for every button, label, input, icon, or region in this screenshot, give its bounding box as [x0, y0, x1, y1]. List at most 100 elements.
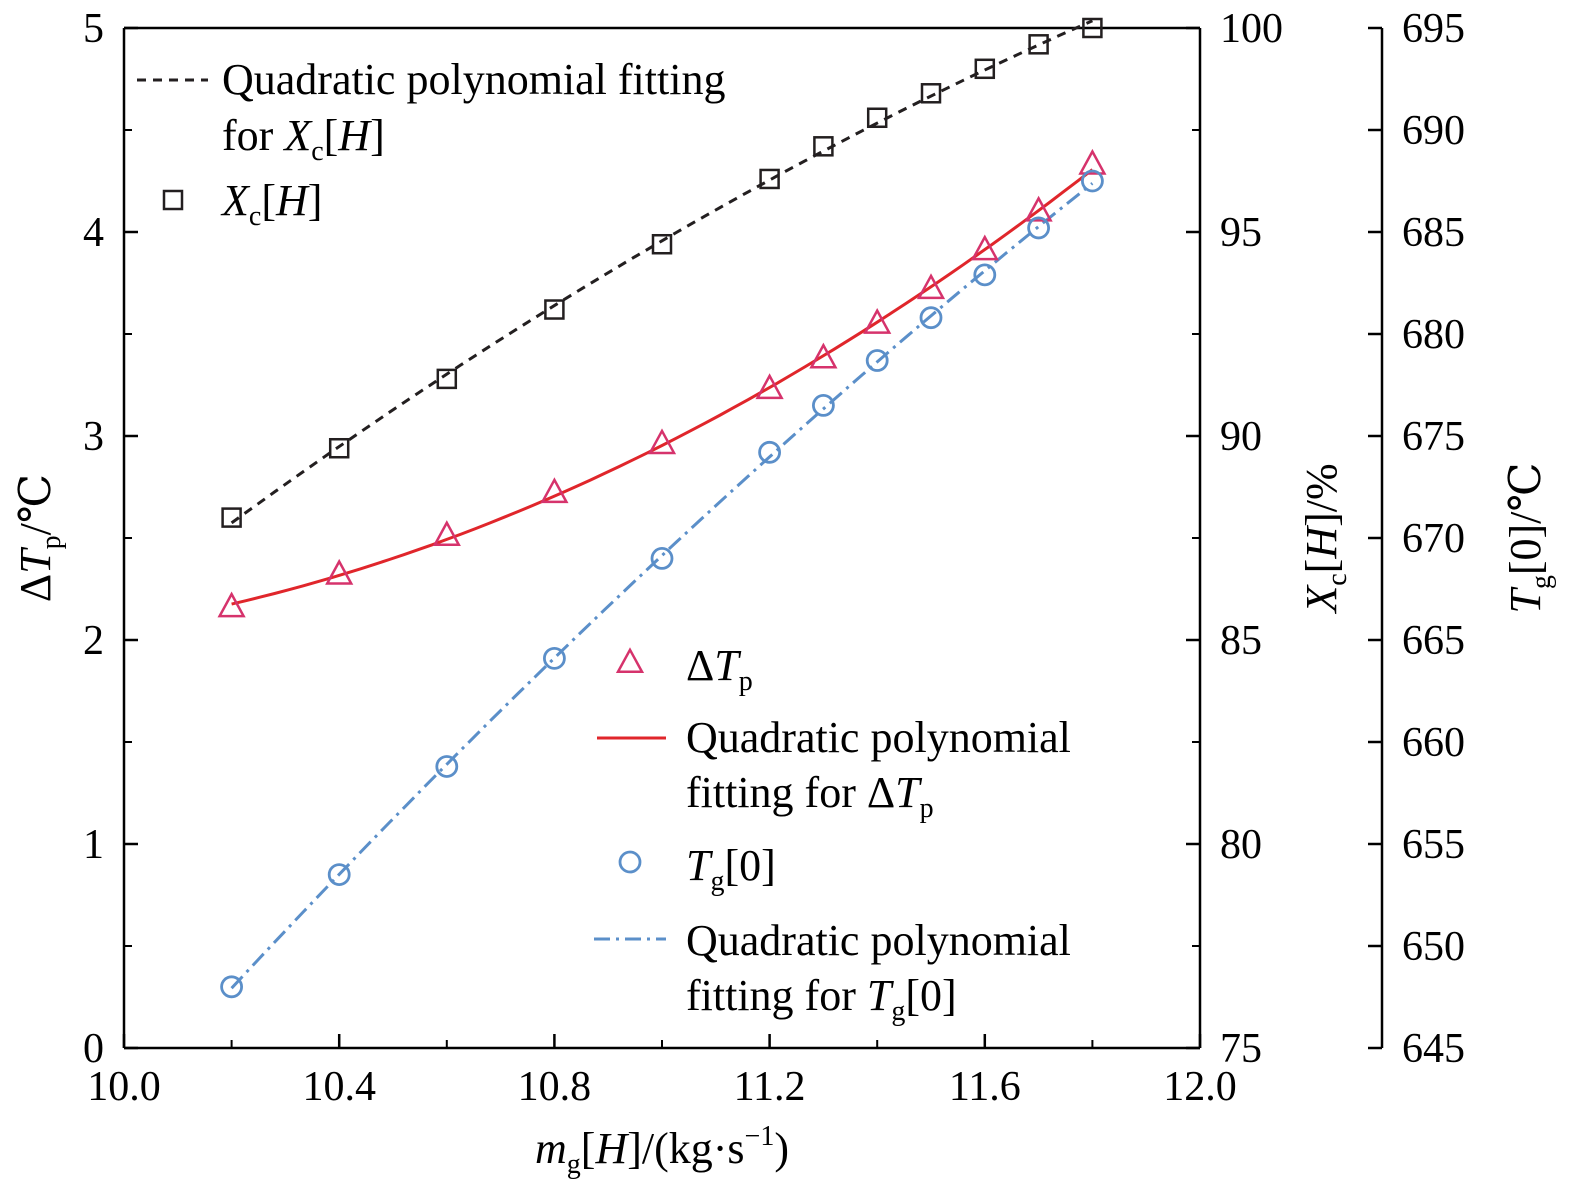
point-xc — [866, 107, 888, 129]
y-right-axis-title-part: ]/% — [1297, 463, 1346, 527]
point-xc — [813, 136, 834, 157]
x-axis-title-part: [ — [581, 1124, 596, 1173]
legend-label-xc-fit-line2-part: ] — [370, 111, 385, 160]
x-tick-label: 11.6 — [949, 1064, 1021, 1110]
y-offset-tick-label: 690 — [1402, 108, 1465, 154]
y-left-axis-title-part: Δ — [11, 574, 60, 602]
point-tg0 — [758, 440, 781, 464]
y-offset-tick-label: 660 — [1402, 720, 1465, 766]
legend-label-dtp-fit-line2-part: T — [895, 768, 923, 817]
x-axis-title-part: H — [594, 1124, 629, 1173]
point-xc — [1028, 34, 1049, 55]
legend-label-dtp-part: p — [739, 666, 753, 697]
y-left-tick-label: 3 — [83, 414, 104, 460]
point-dtp — [540, 477, 569, 504]
y-right-tick-label: 75 — [1220, 1026, 1262, 1072]
point-tg0 — [812, 393, 835, 417]
y-offset-tick-label: 670 — [1402, 516, 1465, 562]
legend-label-xc-part: X — [220, 176, 251, 225]
y-offset-tick-label: 655 — [1402, 822, 1465, 868]
x-tick-label: 12.0 — [1163, 1064, 1237, 1110]
point-tg0 — [1081, 169, 1104, 193]
point-dtp — [809, 342, 838, 369]
y-offset-axis-title-part: [0]/℃ — [1501, 462, 1550, 575]
y-left-axis-title-part: p — [36, 535, 67, 549]
y-offset-tick-label: 650 — [1402, 924, 1465, 970]
legend-label-tg0-fit-line2-part: fitting for — [686, 971, 867, 1020]
point-xc — [544, 299, 565, 320]
legend-label-dtp-fit-line1: Quadratic polynomial — [686, 713, 1071, 762]
fit-curve-tg0 — [230, 182, 1094, 990]
point-xc — [759, 168, 780, 190]
y-right-tick-label: 100 — [1220, 6, 1283, 52]
legend-label-tg0-fit-line2: fitting for Tg[0] — [686, 971, 957, 1027]
legend-label-tg0-fit-line2-part: [0] — [905, 971, 956, 1020]
axes-layer: 10.0 10.4 10.8 11.2 11.6 12.0 0 1 2 3 4 5 75 80 85 90 95… — [11, 6, 1557, 1180]
legend-label-xc-fit-line1: Quadratic polynomial fitting — [222, 55, 725, 104]
legend-label-dtp-part: T — [714, 641, 742, 690]
y-right-tick-label: 90 — [1220, 414, 1262, 460]
point-dtp — [217, 591, 246, 618]
point-tg0 — [220, 975, 244, 999]
point-tg0 — [1027, 216, 1050, 240]
legend-swatch-circle — [618, 850, 642, 874]
y-left-axis-title: ΔTp/℃ — [11, 474, 67, 602]
y-offset-axis-title-part: T — [1501, 586, 1550, 614]
point-dtp — [755, 373, 784, 400]
point-dtp — [916, 273, 946, 300]
point-tg0 — [919, 306, 943, 330]
legend-label-xc-fit-line2-part: H — [337, 111, 372, 160]
y-right-axis-title-part: H — [1297, 525, 1346, 560]
x-axis-title-part: m — [535, 1124, 567, 1173]
x-tick-label: 10.0 — [87, 1064, 161, 1110]
x-axis-title: mg[H]/(kg·s−1) — [535, 1121, 789, 1180]
legend-label-dtp-fit-line2-part: fitting for Δ — [686, 768, 895, 817]
point-dtp — [647, 428, 677, 455]
legend-label-xc-fit-line2: for Xc[H] — [222, 111, 385, 167]
y-left-axis-title-part: /℃ — [11, 474, 60, 535]
x-tick-label: 11.2 — [734, 1064, 806, 1110]
legend-swatch-square — [162, 189, 184, 211]
x-axis-title-part: ) — [774, 1124, 789, 1173]
x-axis-title-part: −1 — [745, 1121, 775, 1152]
legend-label-xc: Xc[H] — [220, 176, 322, 232]
legend-label-tg0-fit-line2-part: T — [867, 971, 895, 1020]
y-offset-tick-label: 645 — [1402, 1026, 1465, 1072]
legend-label-tg0-part: [0] — [724, 841, 775, 890]
y-offset-axis-title: Tg[0]/℃ — [1501, 462, 1557, 613]
y-offset-tick-label: 695 — [1402, 6, 1465, 52]
y-right-axis-title-part: [ — [1297, 559, 1346, 574]
legend-label-xc-part: c — [249, 201, 261, 232]
point-dtp — [325, 558, 354, 585]
y-offset-tick-label: 685 — [1402, 210, 1465, 256]
legend-label-xc-part: H — [275, 176, 310, 225]
x-tick-label: 10.8 — [518, 1064, 592, 1110]
fit-curve-xc — [230, 19, 1094, 525]
point-tg0 — [543, 646, 566, 670]
y-right-tick-label: 95 — [1220, 210, 1262, 256]
legend-label-xc-part: ] — [308, 176, 323, 225]
fit-curve-dtp — [231, 168, 1094, 606]
point-tg0 — [327, 863, 351, 886]
y-right-axis-title-part: c — [1322, 573, 1353, 585]
legend-label-tg0-part: T — [686, 841, 714, 890]
x-axis-title-part: ]/(kg·s — [627, 1124, 744, 1173]
y-left-tick-label: 5 — [83, 6, 104, 52]
y-left-tick-label: 0 — [83, 1026, 104, 1072]
legend-label-xc-fit-line2-part: c — [311, 136, 323, 167]
legend-label-xc-part: [ — [261, 176, 276, 225]
point-dtp — [1024, 195, 1053, 222]
x-axis-title-part: g — [567, 1149, 581, 1180]
markers-layer — [217, 17, 1107, 999]
y-right-tick-label: 80 — [1220, 822, 1262, 868]
legend-label-xc-fit-line2-part: X — [282, 111, 313, 160]
y-offset-tick-label: 680 — [1402, 312, 1465, 358]
y-offset-axis-title-part: g — [1526, 575, 1557, 589]
fit-curves-layer — [230, 19, 1094, 990]
point-xc — [974, 58, 996, 80]
x-tick-label: 10.4 — [302, 1064, 376, 1110]
point-xc — [328, 437, 350, 459]
legend-label-dtp-fit-line2-part: p — [920, 793, 934, 824]
